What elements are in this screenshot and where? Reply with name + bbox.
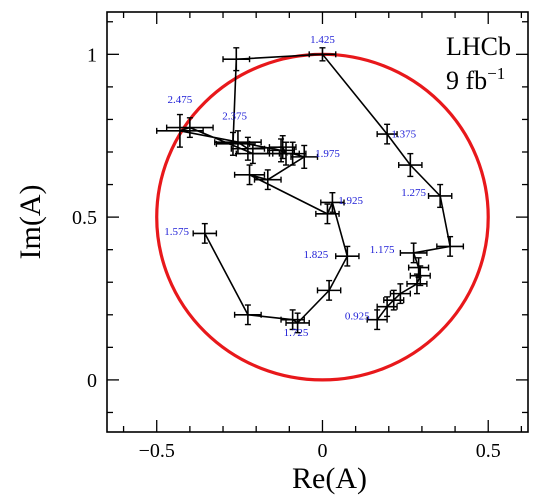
data-point (215, 131, 251, 156)
y-tick-label: 0 (87, 370, 97, 392)
data-point (233, 304, 262, 326)
data-point (235, 143, 271, 165)
y-tick-label: 1 (87, 44, 97, 66)
data-point (436, 235, 465, 257)
data-point (233, 164, 266, 186)
x-tick-label: 0.5 (476, 440, 501, 462)
x-axis-title: Re(A) (292, 462, 367, 495)
mass-label: 1.925 (338, 195, 363, 207)
mass-label: 2.375 (222, 110, 247, 122)
luminosity-text: 9 fb−1 (446, 64, 505, 95)
data-point (389, 283, 412, 305)
data-point (280, 309, 305, 331)
data-point (335, 245, 360, 267)
data-point (409, 265, 431, 287)
data-point (230, 136, 266, 161)
y-tick-label: 0.5 (72, 207, 97, 229)
data-point (290, 144, 319, 169)
data-point (316, 279, 342, 301)
data-point (192, 222, 218, 244)
mass-label: 1.575 (164, 226, 189, 238)
y-axis-title: Im(A) (14, 185, 47, 260)
data-point (427, 183, 453, 209)
data-point (253, 169, 282, 191)
data-point (315, 203, 340, 225)
mass-label: 1.725 (284, 327, 309, 339)
data-point (214, 130, 262, 155)
data-point (308, 47, 337, 62)
data-point (165, 117, 214, 139)
data-point (267, 138, 295, 163)
lhcb-logo-text: LHCb (446, 32, 511, 61)
data-point (222, 47, 251, 72)
data-point (366, 309, 388, 331)
mass-label: 1.425 (310, 34, 335, 46)
mass-label: 1.375 (391, 128, 416, 140)
plot-frame (106, 11, 529, 433)
data-point (278, 141, 307, 166)
mass-label: 2.475 (168, 94, 193, 106)
data-point (376, 123, 398, 145)
data-point (398, 152, 423, 178)
mass-label: 1.825 (303, 249, 328, 261)
data-point (399, 242, 428, 264)
mass-label: 0.925 (345, 311, 370, 323)
unitarity-circle (155, 52, 490, 382)
x-tick-label: −0.5 (139, 440, 175, 462)
data-point (407, 257, 430, 279)
x-tick-label: 0 (317, 440, 327, 462)
mass-label: 1.175 (370, 244, 395, 256)
mass-label: 1.275 (401, 187, 426, 199)
mass-label: 1.975 (315, 148, 340, 160)
data-point (285, 312, 310, 334)
data-point (156, 113, 204, 148)
data-point (320, 191, 345, 213)
